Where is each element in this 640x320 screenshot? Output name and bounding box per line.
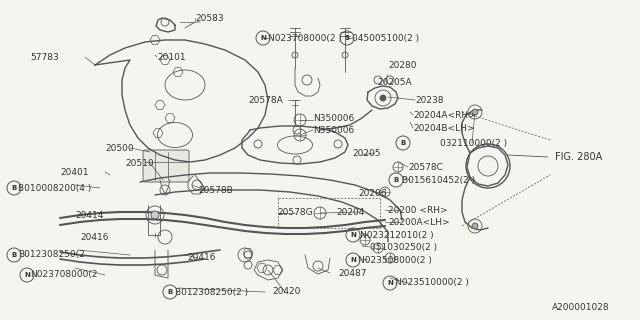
Text: 20578C: 20578C <box>408 163 443 172</box>
Text: 20420: 20420 <box>272 287 300 297</box>
Text: FIG. 280A: FIG. 280A <box>555 152 602 162</box>
Text: 20205A: 20205A <box>377 77 412 86</box>
Text: B010008200(4 ): B010008200(4 ) <box>18 183 92 193</box>
Text: B012308250(2: B012308250(2 <box>18 251 84 260</box>
Text: N: N <box>350 232 356 238</box>
Text: 20416: 20416 <box>80 233 109 242</box>
Text: 20401: 20401 <box>60 167 88 177</box>
Text: 20487: 20487 <box>338 268 367 277</box>
Text: 20200A<LH>: 20200A<LH> <box>388 218 450 227</box>
Text: B012308250(2 ): B012308250(2 ) <box>175 287 248 297</box>
Circle shape <box>151 211 159 219</box>
Text: 20204: 20204 <box>336 207 364 217</box>
Text: N023510000(2 ): N023510000(2 ) <box>395 278 469 287</box>
Circle shape <box>472 223 478 229</box>
Text: B: B <box>168 289 173 295</box>
Text: 051030250(2 ): 051030250(2 ) <box>370 243 437 252</box>
Text: 20500: 20500 <box>105 143 134 153</box>
Text: N023708000(2 ): N023708000(2 ) <box>268 34 342 43</box>
Text: 20205: 20205 <box>352 148 381 157</box>
Text: N: N <box>350 257 356 263</box>
Text: B015610452(2 ): B015610452(2 ) <box>402 175 475 185</box>
Text: N: N <box>260 35 266 41</box>
Circle shape <box>380 95 386 101</box>
Text: 20204B<LH>: 20204B<LH> <box>413 124 474 132</box>
Text: 20206: 20206 <box>358 188 387 197</box>
Text: 20101: 20101 <box>157 52 186 61</box>
Text: B: B <box>401 140 406 146</box>
Text: 20280: 20280 <box>388 60 417 69</box>
Circle shape <box>472 109 478 115</box>
Text: 20204A<RH>: 20204A<RH> <box>413 110 476 119</box>
Text: 20414: 20414 <box>75 211 104 220</box>
Text: B: B <box>12 185 17 191</box>
Text: N350006: N350006 <box>313 125 355 134</box>
Text: 045005100(2 ): 045005100(2 ) <box>352 34 419 43</box>
Text: 20583: 20583 <box>195 13 223 22</box>
Text: 20578B: 20578B <box>198 186 233 195</box>
Text: S: S <box>344 35 349 41</box>
Text: B: B <box>12 252 17 258</box>
Text: 20200 <RH>: 20200 <RH> <box>388 205 447 214</box>
Text: N350006: N350006 <box>313 114 355 123</box>
Text: 57783: 57783 <box>30 52 59 61</box>
Text: B: B <box>394 177 399 183</box>
Text: 20416: 20416 <box>187 253 216 262</box>
Text: 20578G: 20578G <box>277 207 312 217</box>
Text: N023708000(2: N023708000(2 <box>30 270 97 279</box>
Text: N023212010(2 ): N023212010(2 ) <box>360 230 434 239</box>
Text: 20510: 20510 <box>125 158 154 167</box>
Text: A200001028: A200001028 <box>552 303 610 313</box>
Text: N023508000(2 ): N023508000(2 ) <box>358 255 432 265</box>
Text: 20578A: 20578A <box>248 95 283 105</box>
FancyBboxPatch shape <box>143 150 189 182</box>
Text: N: N <box>24 272 30 278</box>
Text: N: N <box>387 280 393 286</box>
Text: 032110000(2 ): 032110000(2 ) <box>440 139 507 148</box>
Text: 20238: 20238 <box>415 95 444 105</box>
